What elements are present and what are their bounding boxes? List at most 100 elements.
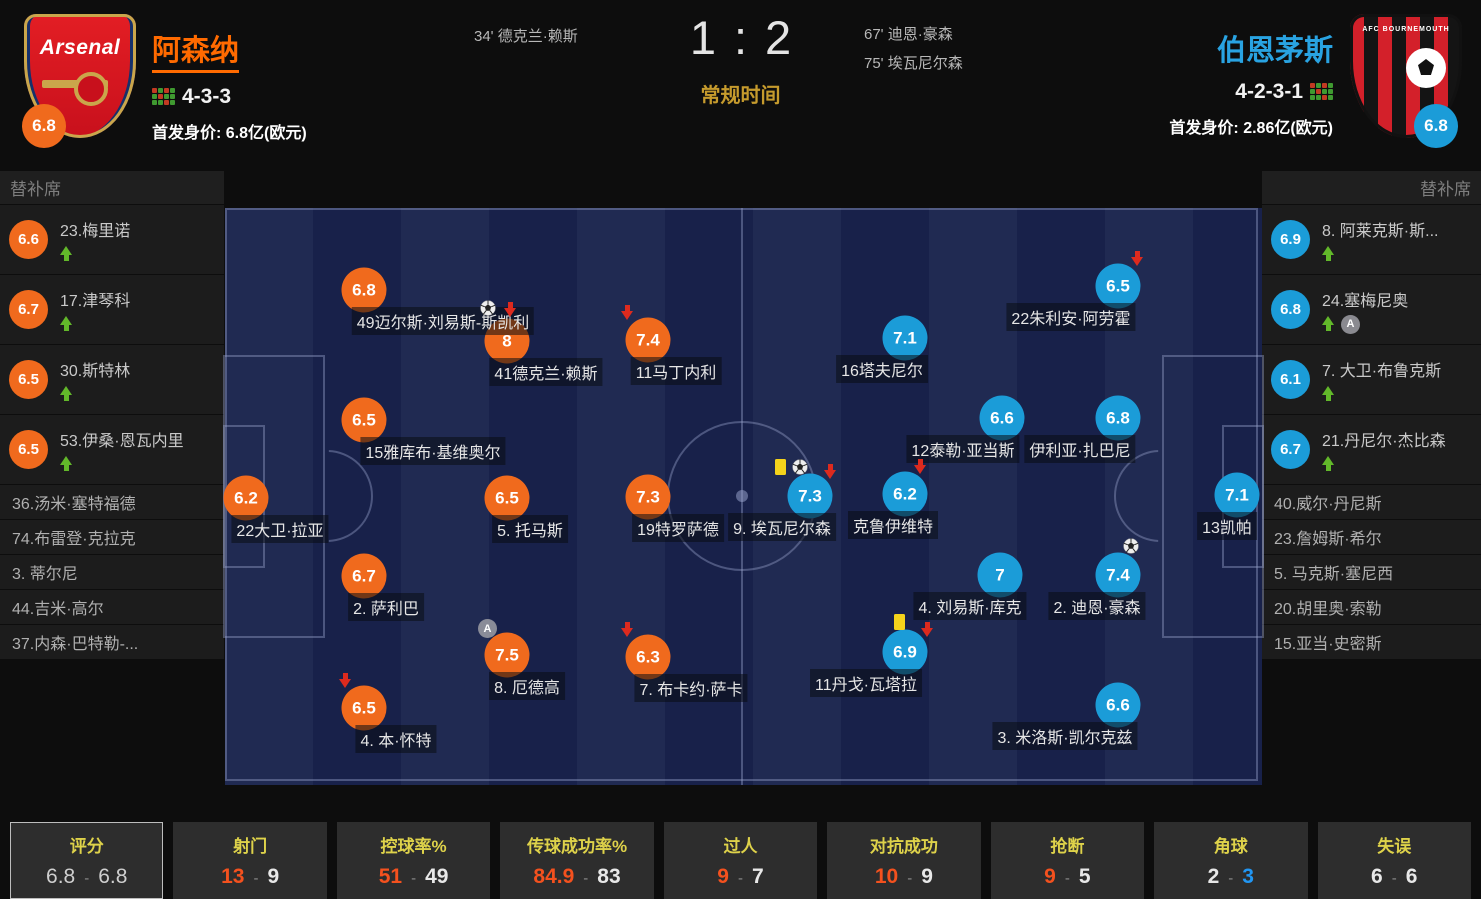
player-name: 44.吉米·高尔 <box>12 601 104 618</box>
home-stat-value: 51 <box>378 865 403 888</box>
player-rating-badge: 6.6 <box>1095 682 1141 728</box>
player-name: 4. 本·怀特 <box>355 725 437 753</box>
player-name: 40.威尔·丹尼斯 <box>1274 496 1382 513</box>
bench-player-row[interactable]: 5. 马克斯·塞尼西 <box>1262 555 1481 589</box>
stat-cell-dribbles[interactable]: 过人 97 <box>663 822 818 899</box>
stat-cell-rating[interactable]: 评分 6.8 6.8 <box>10 822 164 899</box>
stat-cell-errors[interactable]: 失误 66 <box>1317 822 1471 899</box>
away-formation-row: 4-2-3-1 <box>1169 80 1333 104</box>
bench-player-row[interactable]: 36.汤米·塞特福德 <box>0 485 224 519</box>
yellow-card-icon <box>894 614 905 630</box>
player-name: 24.塞梅尼奥 <box>1322 293 1409 310</box>
away-stat-value: 5 <box>1078 865 1091 888</box>
player-name: 3. 蒂尔尼 <box>12 566 78 583</box>
bench-player-row[interactable]: 15.亚当·史密斯 <box>1262 625 1481 659</box>
player-name: 2. 迪恩·豪森 <box>1048 592 1146 620</box>
player-rating-badge: 6.2 <box>223 475 269 521</box>
sub-in-arrow-icon <box>1322 386 1335 402</box>
home-stat-value: 6.8 <box>46 865 76 888</box>
stat-label: 传球成功率% <box>526 837 628 856</box>
home-formation-row: 4-3-3 <box>152 85 307 109</box>
home-bench: 替补席 6.6 23.梅里诺 6.7 17.津琴科 6.5 30.斯特林 6.5… <box>0 171 224 659</box>
stat-label: 对抗成功 <box>869 837 938 856</box>
away-score: 2 <box>765 11 792 64</box>
player-rating-badge: 6.8 <box>1271 290 1310 329</box>
sub-in-arrow-icon <box>60 456 73 472</box>
player-rating-badge: 6.7 <box>1271 430 1310 469</box>
stat-cell-corners[interactable]: 角球 23 <box>1154 822 1308 899</box>
sub-in-arrow-icon <box>60 316 73 332</box>
away-stat-value: 9 <box>921 865 933 888</box>
stat-cell-pass-accuracy[interactable]: 传球成功率% 84.9 83 <box>500 822 654 899</box>
stat-cell-possession[interactable]: 控球率% 51 49 <box>336 822 491 899</box>
player-rating-badge: 7.3 <box>625 474 671 520</box>
player-name: 23.梅里诺 <box>60 223 131 240</box>
away-stat-value: 7 <box>751 865 764 888</box>
home-stat-value: 10 <box>874 865 899 888</box>
stat-dash <box>1065 865 1070 889</box>
stat-dash <box>1392 865 1397 889</box>
home-stat-value: 84.9 <box>533 865 575 888</box>
bench-player-row[interactable]: 44.吉米·高尔 <box>0 590 224 624</box>
bournemouth-logo-text: AFC BOURNEMOUTH <box>1362 26 1450 33</box>
goal-ball-icon <box>480 300 496 316</box>
player-name: 5. 托马斯 <box>492 515 568 543</box>
bench-player-row[interactable]: 23.詹姆斯·希尔 <box>1262 520 1481 554</box>
player-name: 12泰勒·亚当斯 <box>906 435 1020 463</box>
stat-cell-tackles[interactable]: 抢断 95 <box>990 822 1145 899</box>
bench-player-row[interactable]: 37.内森·巴特勒-... <box>0 625 224 659</box>
away-stat-value: 9 <box>267 865 280 888</box>
bench-player-row[interactable]: 74.布雷登·克拉克 <box>0 520 224 554</box>
home-team-name[interactable]: 阿森纳 <box>152 35 240 73</box>
away-team-name[interactable]: 伯恩茅斯 <box>1216 35 1333 67</box>
bench-title: 替补席 <box>0 171 224 204</box>
player-name: 19特罗萨德 <box>632 514 724 542</box>
player-rating-badge: 6.6 <box>9 220 48 259</box>
stat-cell-duels-won[interactable]: 对抗成功 10 9 <box>827 822 981 899</box>
player-name: 8. 厄德高 <box>489 672 565 700</box>
stat-label: 过人 <box>723 837 758 856</box>
home-team-block: 阿森纳 4-3-3 首发身价: 6.8亿(欧元) <box>152 35 307 143</box>
bench-player-row[interactable]: 6.8 24.塞梅尼奥 A <box>1262 275 1481 344</box>
player-rating-badge: 6.5 <box>341 397 387 443</box>
bench-player-row[interactable]: 6.7 17.津琴科 <box>0 275 224 344</box>
yellow-card-icon <box>775 459 786 475</box>
stat-label: 抢断 <box>1050 837 1085 856</box>
assist-icon: A <box>1341 314 1360 334</box>
bench-player-row[interactable]: 6.6 23.梅里诺 <box>0 205 224 274</box>
player-name: 15.亚当·史密斯 <box>1274 636 1382 653</box>
player-name: 11马丁内利 <box>630 357 722 385</box>
bench-player-row[interactable]: 40.威尔·丹尼斯 <box>1262 485 1481 519</box>
bench-player-row[interactable]: 20.胡里奥·索勒 <box>1262 590 1481 624</box>
home-goal-events: 34' 德克兰·赖斯 <box>474 22 578 51</box>
goal-ball-icon <box>792 459 808 475</box>
bench-player-row[interactable]: 6.1 7. 大卫·布鲁克斯 <box>1262 345 1481 414</box>
stat-dash <box>253 865 258 889</box>
bench-player-row[interactable]: 3. 蒂尔尼 <box>0 555 224 589</box>
player-rating-badge: 6.8 <box>1095 395 1141 441</box>
bench-player-row[interactable]: 6.7 21.丹尼尔·杰比森 <box>1262 415 1481 484</box>
away-stat-value: 83 <box>597 865 621 888</box>
player-name: 22朱利安·阿劳霍 <box>1006 303 1136 331</box>
goal-ball-icon <box>1123 538 1139 554</box>
bench-player-row[interactable]: 6.5 53.伊桑·恩瓦内里 <box>0 415 224 484</box>
player-name: 4. 刘易斯·库克 <box>913 592 1027 620</box>
stat-dash <box>738 865 743 889</box>
home-stat-value: 13 <box>221 865 245 888</box>
player-rating-badge: 7.3 <box>787 473 833 519</box>
player-rating-badge: 6.8 <box>341 267 387 313</box>
stat-dash <box>84 865 89 889</box>
bench-title: 替补席 <box>1262 171 1481 204</box>
home-team-rating-badge: 6.8 <box>22 104 66 148</box>
stat-cell-shots[interactable]: 射门 13 9 <box>173 822 327 899</box>
player-rating-badge: 6.6 <box>979 395 1025 441</box>
home-stat-value: 9 <box>717 865 729 888</box>
player-name: 37.内森·巴特勒-... <box>12 636 139 653</box>
bench-player-row[interactable]: 6.5 30.斯特林 <box>0 345 224 414</box>
player-rating-badge: 6.9 <box>882 629 928 675</box>
bench-player-row[interactable]: 6.9 8. 阿莱克斯·斯... <box>1262 205 1481 274</box>
away-goal-events: 67' 迪恩·豪森 75' 埃瓦尼尔森 <box>864 20 963 78</box>
home-stat-value: 6 <box>1371 865 1383 888</box>
player-rating-badge: 6.5 <box>9 360 48 399</box>
